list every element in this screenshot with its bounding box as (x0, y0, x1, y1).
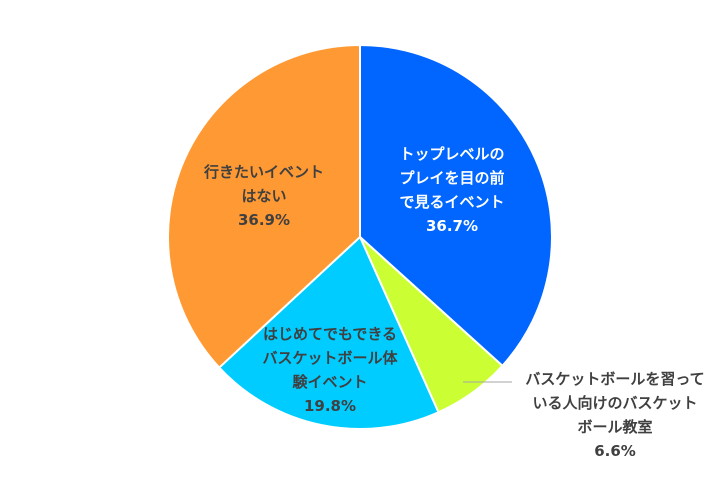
slice-label-3: はじめてでもできる バスケットボール体 験イベント 19.8% (240, 322, 420, 418)
pie-slice-4 (167, 43, 361, 369)
slice-label-4: 行きたいイベント はない 36.9% (189, 160, 339, 232)
slice-percent: 6.6% (594, 442, 636, 460)
slice-label-line: バスケットボールを習って (525, 370, 705, 388)
slice-label-line: 験イベント (292, 373, 368, 391)
slice-label-line: プレイを目の前 (399, 169, 505, 187)
slice-percent: 19.8% (303, 397, 357, 415)
slice-label-line: で見るイベント (399, 193, 505, 211)
pie-slice-1 (359, 43, 553, 368)
slice-label-line: 行きたいイベント (203, 163, 324, 181)
slice-label-line: トップレベルの (399, 145, 505, 163)
slice-percent: 36.9% (237, 211, 291, 229)
slice-label-line: ボール教室 (577, 418, 653, 436)
slice-label-line: バスケットボール体 (262, 349, 398, 367)
slice-label-1: トップレベルの プレイを目の前 で見るイベント 36.7% (367, 142, 537, 238)
slice-label-line: はない (241, 187, 287, 205)
slice-label-2: バスケットボールを習って いる人向けのバスケット ボール教室 6.6% (500, 367, 720, 463)
pie-slice-3 (217, 235, 440, 430)
slice-percent: 36.7% (425, 217, 479, 235)
slice-label-line: いる人向けのバスケット (532, 394, 698, 412)
slice-label-line: はじめてでもできる (262, 325, 398, 343)
